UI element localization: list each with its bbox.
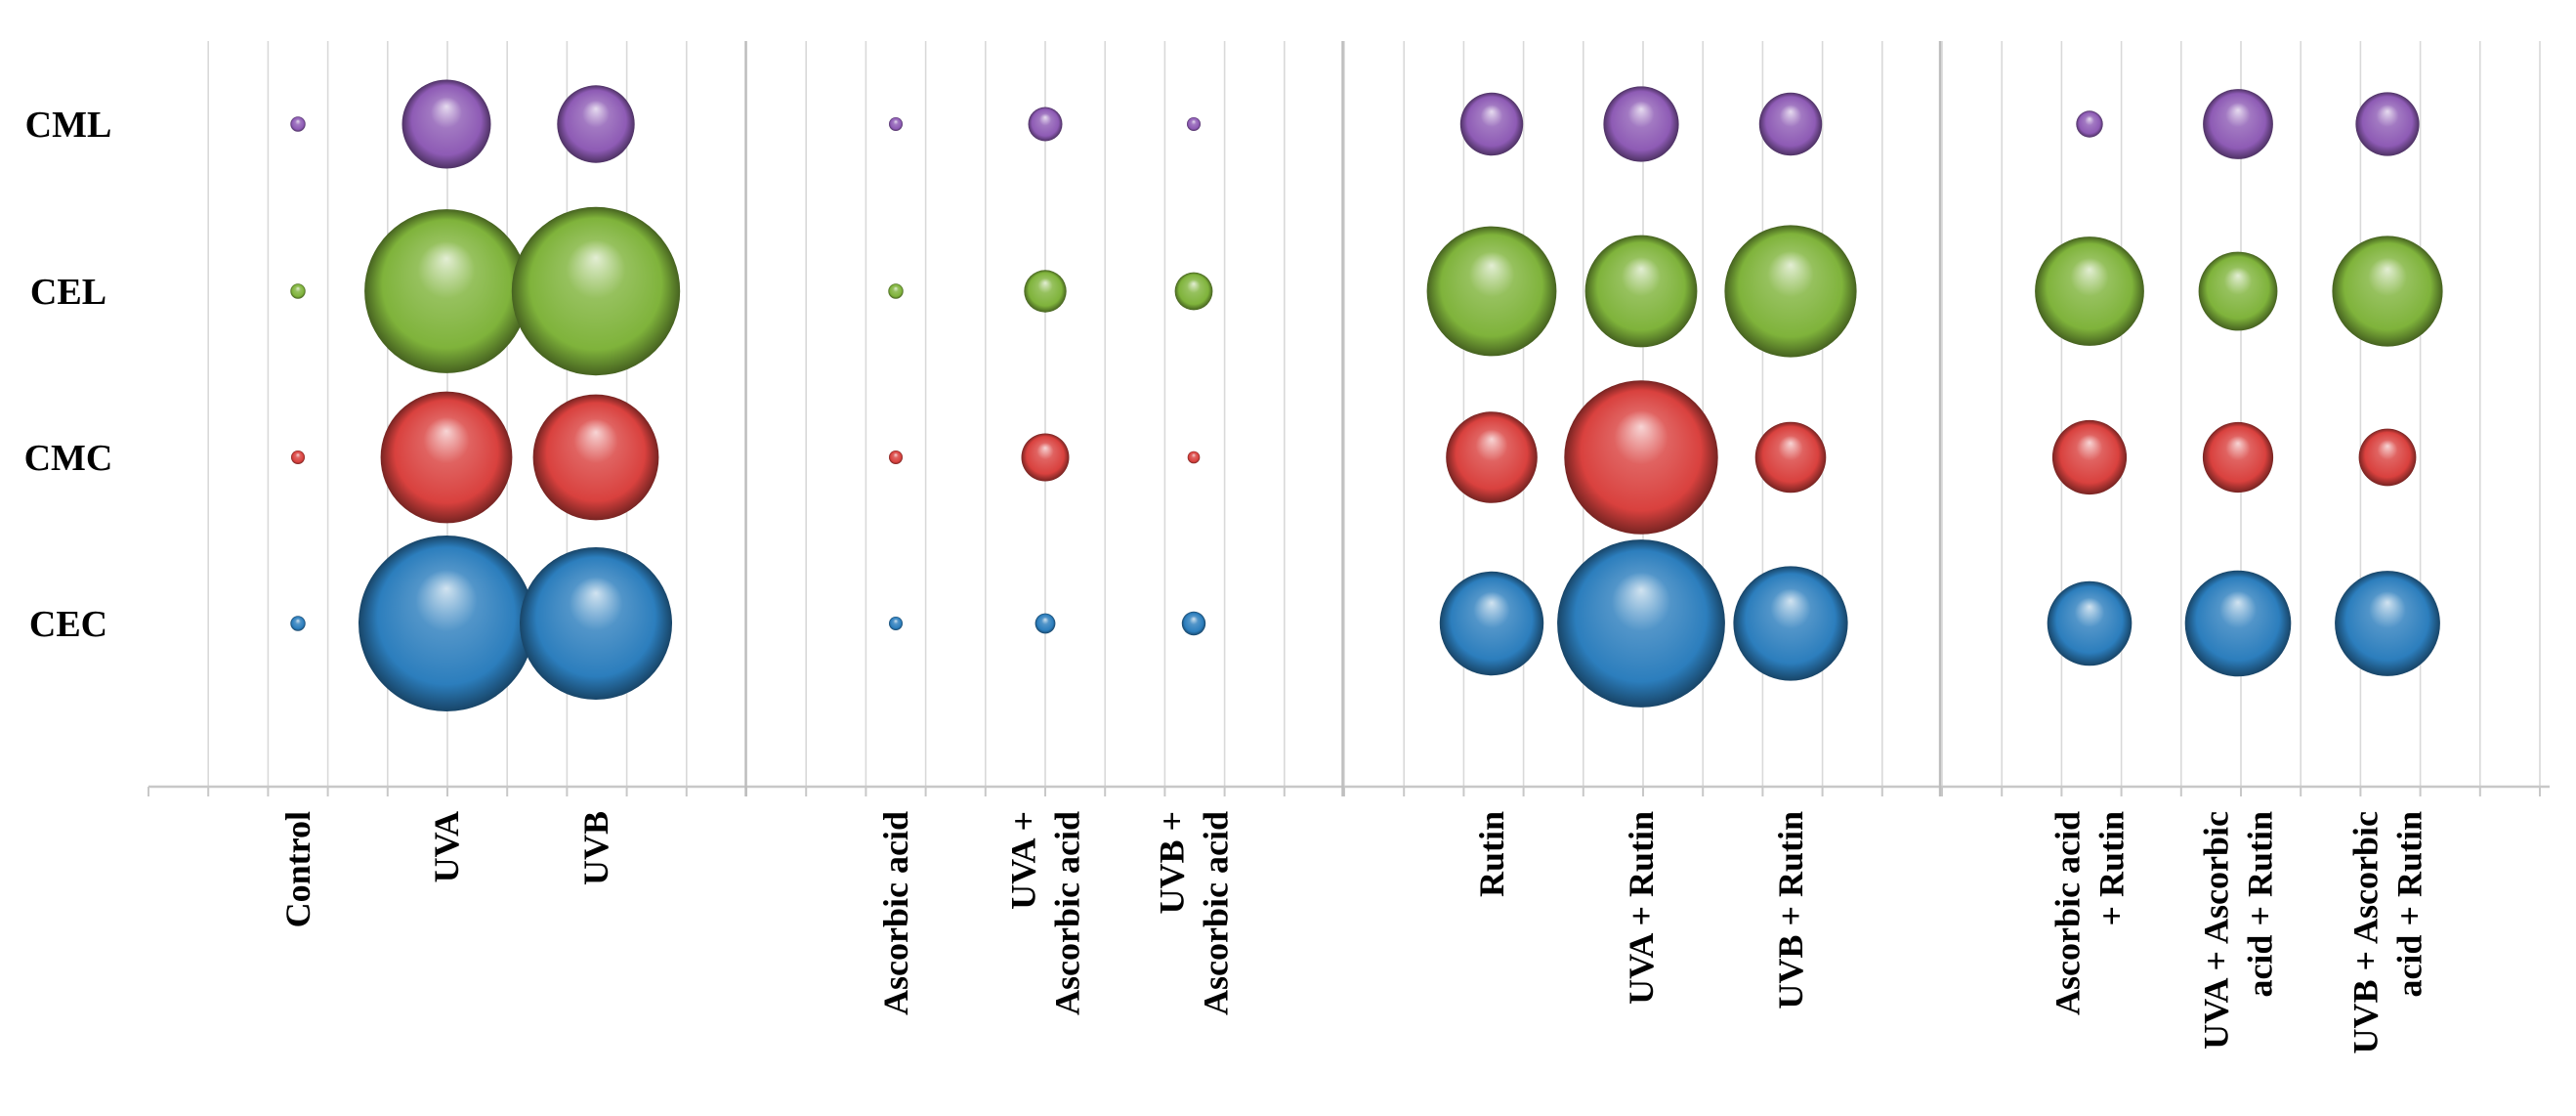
bubble-cel-8: [1724, 225, 1857, 358]
y-tick-label: CEL: [30, 272, 106, 313]
bubble-cec-9: [2047, 580, 2133, 666]
x-tick-label: UVB +: [1153, 811, 1192, 915]
bubble-cml-9: [2076, 110, 2103, 138]
bubble-cmc-1: [380, 391, 513, 524]
y-tick-label: CML: [25, 105, 112, 146]
bubble-cml-11: [2355, 92, 2420, 156]
x-tick-label: Control: [278, 811, 317, 927]
bubble-cel-0: [290, 283, 306, 299]
bubble-cec-11: [2335, 571, 2440, 676]
bubble-cec-7: [1557, 539, 1725, 708]
bubble-cec-8: [1733, 566, 1848, 681]
bubble-cml-0: [290, 116, 306, 132]
bubble-cel-11: [2332, 236, 2443, 347]
bubble-cmc-10: [2202, 421, 2274, 494]
bubble-cel-9: [2035, 236, 2144, 346]
x-tick-label: UVA + Ascorbic: [2197, 811, 2236, 1050]
bubble-cel-2: [511, 206, 681, 376]
x-tick-label: + Rutin: [2092, 811, 2132, 926]
x-tick-label: UVA + Rutin: [1622, 811, 1661, 1005]
bubble-cml-8: [1758, 92, 1823, 156]
x-tick-label: Ascorbic acid: [2048, 811, 2088, 1015]
bubble-cel-7: [1584, 235, 1698, 348]
bubble-cmc-0: [291, 451, 305, 464]
bubble-cel-4: [1024, 270, 1067, 313]
bubble-cml-7: [1603, 86, 1679, 162]
bubble-cml-2: [557, 85, 635, 163]
bubble-cec-10: [2184, 570, 2292, 677]
x-tick-label: UVB + Rutin: [1771, 811, 1810, 1009]
bubble-cec-5: [1181, 611, 1206, 636]
bubble-cec-2: [520, 547, 672, 700]
x-tick-label: UVA: [427, 811, 466, 882]
bubble-cmc-3: [889, 451, 903, 464]
x-tick-label: acid + Rutin: [2241, 811, 2280, 998]
y-tick-label: CMC: [24, 438, 113, 479]
x-tick-label: Ascorbic acid: [1048, 811, 1087, 1015]
bubble-cmc-2: [532, 394, 659, 521]
bubble-cmc-9: [2051, 419, 2128, 495]
bubble-cec-4: [1035, 613, 1056, 634]
bubble-cel-6: [1426, 226, 1557, 357]
bubble-cmc-7: [1564, 380, 1718, 535]
bubble-layer: [290, 79, 2443, 711]
x-tick-label: Ascorbic acid: [1197, 811, 1236, 1015]
x-tick-label: Ascorbic acid: [876, 811, 915, 1015]
bubble-cml-4: [1028, 107, 1063, 142]
bubble-cel-3: [888, 283, 904, 299]
bubble-cml-3: [889, 117, 903, 131]
bubble-cml-1: [401, 79, 491, 169]
bubble-cel-5: [1174, 272, 1213, 311]
x-tick-label: Rutin: [1472, 811, 1511, 897]
x-tick-label: acid + Rutin: [2390, 811, 2429, 998]
x-tick-label: UVA +: [1004, 811, 1043, 910]
bubble-cml-5: [1187, 117, 1201, 131]
bubble-cec-3: [889, 617, 903, 630]
bubble-cml-10: [2203, 89, 2273, 159]
x-tick-label: UVB: [576, 811, 615, 885]
bubble-cmc-6: [1446, 411, 1538, 503]
bubble-cec-0: [290, 616, 306, 631]
bubble-cml-6: [1459, 92, 1524, 156]
bubble-cec-6: [1439, 571, 1544, 676]
x-tick-label: UVB + Ascorbic: [2346, 811, 2386, 1054]
bubble-cel-1: [364, 209, 528, 373]
bubble-cec-1: [359, 536, 534, 711]
bubble-cmc-11: [2358, 428, 2417, 487]
bubble-cel-10: [2198, 251, 2278, 331]
bubble-cmc-5: [1187, 451, 1201, 464]
bubble-cmc-8: [1754, 421, 1827, 494]
y-tick-label: CEC: [29, 604, 107, 645]
bubble-cmc-4: [1021, 433, 1070, 482]
